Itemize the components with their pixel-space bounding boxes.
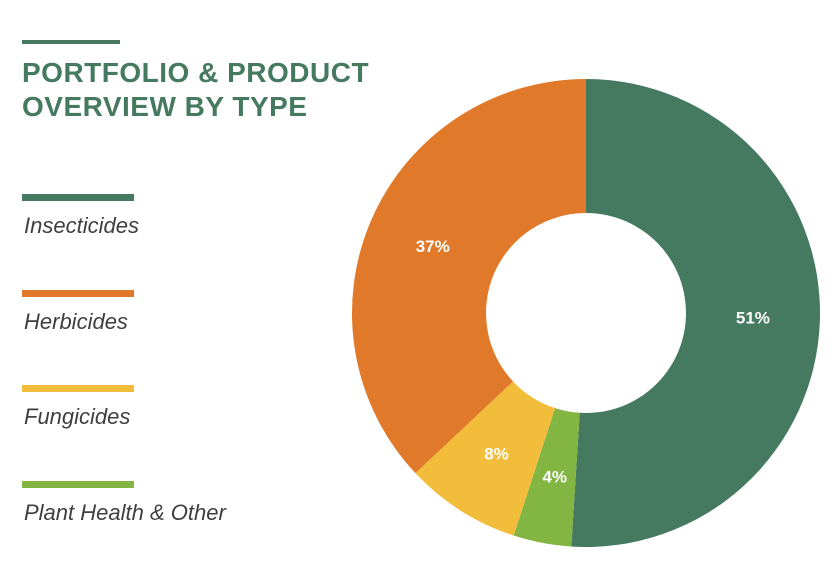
title-rule bbox=[22, 40, 120, 44]
slice-label-plant-health-other: 4% bbox=[542, 468, 567, 487]
donut-chart: 51% 4% 8% 37% bbox=[340, 70, 840, 560]
legend-swatch-herbicides bbox=[22, 290, 134, 297]
legend-swatch-fungicides bbox=[22, 385, 134, 392]
legend-label-plant-health-other: Plant Health & Other bbox=[24, 500, 226, 525]
legend-item-herbicides: Herbicides bbox=[22, 290, 322, 340]
legend-swatch-plant-health-other bbox=[22, 481, 134, 488]
donut-chart-svg: 51% 4% 8% 37% bbox=[351, 79, 820, 547]
legend-swatch-insecticides bbox=[22, 194, 134, 201]
slice-label-fungicides: 8% bbox=[484, 445, 509, 464]
slice-insecticides bbox=[571, 79, 820, 547]
legend-item-fungicides: Fungicides bbox=[22, 385, 322, 435]
slice-fungicides bbox=[415, 381, 556, 536]
slice-label-herbicides: 37% bbox=[416, 237, 450, 256]
slice-label-insecticides: 51% bbox=[736, 309, 770, 328]
legend-label-herbicides: Herbicides bbox=[24, 309, 128, 334]
slice-plant-health-other bbox=[513, 408, 580, 547]
legend-item-plant-health-other: Plant Health & Other bbox=[22, 481, 322, 531]
legend-label-insecticides: Insecticides bbox=[24, 213, 139, 238]
slice-herbicides bbox=[351, 79, 586, 474]
page-title: PORTFOLIO & PRODUCT OVERVIEW BY TYPE bbox=[22, 57, 370, 122]
legend-label-fungicides: Fungicides bbox=[24, 404, 131, 429]
legend-item-insecticides: Insecticides bbox=[22, 194, 322, 244]
